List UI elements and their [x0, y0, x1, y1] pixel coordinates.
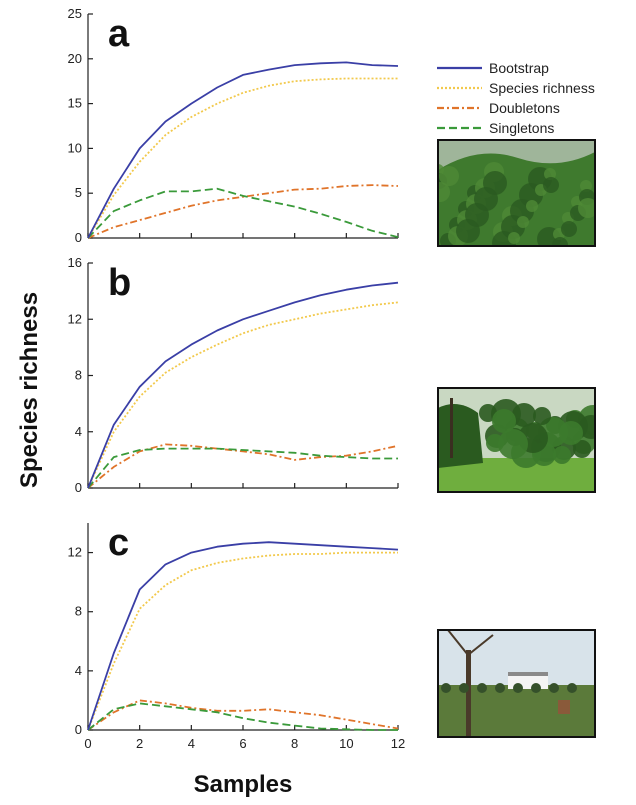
panel-label-c: c	[108, 522, 129, 564]
legend: Bootstrap Species richness Doubletons Si…	[437, 60, 595, 136]
legend-label-species-richness: Species richness	[489, 80, 595, 96]
hillside-forest-photo	[437, 139, 596, 247]
series-line-singletons	[87, 702, 398, 731]
pasture-photo	[437, 629, 596, 738]
y-tick-label: 12	[68, 311, 82, 326]
series-line-bootstrap	[87, 281, 399, 489]
y-tick-label: 0	[75, 230, 82, 245]
series-line-species-richness	[87, 551, 398, 731]
y-tick-label: 10	[68, 140, 82, 155]
legend-label-singletons: Singletons	[489, 120, 554, 136]
series-line-doubletons	[87, 443, 399, 489]
series-line-singletons	[87, 447, 398, 489]
y-tick-label: 0	[75, 722, 82, 737]
x-tick-label: 0	[84, 736, 91, 751]
series-line-species-richness	[87, 301, 399, 489]
y-tick-label: 5	[75, 185, 82, 200]
y-tick-label: 8	[75, 604, 82, 619]
legend-label-bootstrap: Bootstrap	[489, 60, 549, 76]
x-tick-label: 10	[339, 736, 353, 751]
x-tick-label: 12	[391, 736, 405, 751]
x-tick-label: 2	[136, 736, 143, 751]
y-tick-label: 4	[75, 424, 82, 439]
panel-b: 0 4 8 12 16 b	[68, 255, 399, 495]
series-line-bootstrap	[87, 61, 399, 239]
forest-edge-photo	[437, 387, 596, 493]
y-tick-label: 20	[68, 51, 82, 66]
y-tick-label: 0	[75, 480, 82, 495]
x-tick-label: 6	[239, 736, 246, 751]
panel-a: 0 5 10 15 20 25 a	[68, 6, 399, 245]
x-axis-title: Samples	[194, 771, 293, 798]
y-axis-title: Species richness	[16, 292, 43, 488]
series-line-doubletons	[87, 184, 399, 239]
y-tick-label: 8	[75, 368, 82, 383]
series-line-bootstrap	[87, 541, 399, 731]
x-tick-label: 4	[188, 736, 195, 751]
x-tick-label: 8	[291, 736, 298, 751]
series-line-species-richness	[87, 77, 398, 239]
legend-label-doubletons: Doubletons	[489, 100, 560, 116]
panel-label-b: b	[108, 262, 131, 304]
y-tick-label: 12	[68, 545, 82, 560]
panel-c: 0 4 8 12 0 2 4 6 8 10 12 c	[68, 522, 406, 751]
y-tick-label: 25	[68, 6, 82, 21]
y-tick-label: 15	[68, 96, 82, 111]
y-tick-label: 16	[68, 255, 82, 270]
series-line-singletons	[87, 187, 399, 239]
y-tick-label: 4	[75, 663, 82, 678]
panel-label-a: a	[108, 13, 130, 55]
